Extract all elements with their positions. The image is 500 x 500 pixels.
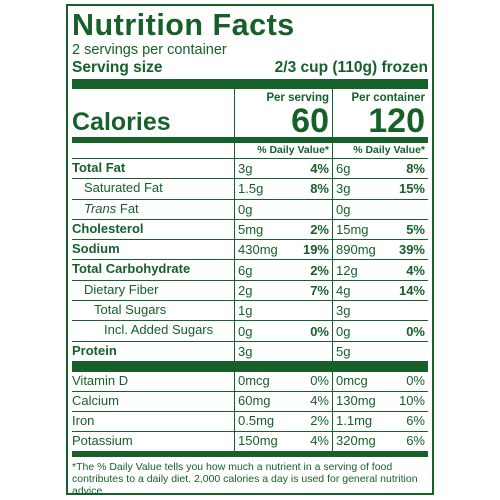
dv-header-container: % Daily Value* (332, 143, 428, 158)
serving-dv: 7% (310, 282, 329, 298)
thick-divider (72, 79, 428, 89)
daily-value-footnote: *The % Daily Value tells you how much a … (72, 450, 428, 497)
serving-dv: 2% (310, 412, 329, 428)
vitamin-name: Vitamin D (72, 372, 129, 388)
container-amount: 320mg (336, 432, 376, 448)
serving-amount: 430mg (238, 242, 278, 258)
serving-dv: 19% (302, 242, 329, 258)
nutrient-name: Total Carbohydrate (72, 261, 191, 277)
calories-per-container: 120 (332, 104, 428, 138)
container-amount: 0g (336, 323, 351, 339)
serving-amount: 0g (238, 201, 253, 217)
nutrient-name: Cholesterol (72, 220, 144, 236)
container-amount: 3g (336, 181, 351, 197)
vitamin-table: Vitamin D 0mcg 0% 0mcg 0% Calcium 60mg 4% 1… (72, 371, 428, 451)
container-amount: 5g (336, 343, 351, 359)
vitamin-name: Iron (72, 412, 95, 428)
label-title: Nutrition Facts (72, 8, 295, 42)
nutrient-table: Total Fat 3g 4% 6g 8% Saturated Fat 1.5g 8%… (72, 158, 428, 361)
container-dv: 0% (406, 323, 425, 339)
vitamin-row: Iron 0.5mg 2% 1.1mg 6% (72, 410, 428, 431)
nutrient-row: Trans Fat 0g 0g (72, 198, 428, 219)
serving-dv: 0% (310, 323, 329, 339)
container-dv: 6% (406, 432, 425, 448)
nutrient-name: Total Sugars (94, 302, 167, 318)
servings-per-container: 2 servings per container (72, 42, 227, 58)
nutrient-row: Cholesterol 5mg 2% 15mg 5% (72, 218, 428, 240)
vitamin-row: Vitamin D 0mcg 0% 0mcg 0% (72, 371, 428, 391)
nutrient-row: Total Carbohydrate 6g 2% 12g 4% (72, 259, 428, 280)
container-dv: 5% (406, 222, 425, 238)
vitamin-row: Calcium 60mg 4% 130mg 10% (72, 390, 428, 411)
per-container-header: Per container (332, 89, 428, 105)
thick-divider (72, 360, 428, 372)
serving-dv: 2% (310, 262, 329, 278)
serving-amount: 0g (238, 323, 253, 339)
container-amount: 6g (336, 161, 351, 177)
serving-size-value: 2/3 cup (110g) frozen (274, 59, 428, 76)
dv-header-serving: % Daily Value* (234, 143, 332, 158)
container-dv: 39% (398, 242, 425, 258)
serving-dv: 2% (310, 222, 329, 238)
container-amount: 0g (336, 201, 351, 217)
serving-size-label: Serving size (72, 59, 163, 76)
serving-dv: 0% (310, 372, 329, 388)
container-amount: 0mcg (336, 372, 368, 388)
nutrient-name: Trans Fat (84, 200, 139, 216)
serving-amount: 2g (238, 282, 253, 298)
serving-amount: 5mg (238, 222, 264, 238)
nutrient-name: Incl. Added Sugars (104, 322, 214, 338)
calories-label: Calories (72, 108, 171, 136)
nutrient-name: Dietary Fiber (84, 281, 159, 297)
vitamin-name: Potassium (72, 432, 133, 448)
daily-value-header-row: % Daily Value* % Daily Value* (72, 143, 428, 158)
nutrient-row: Total Sugars 1g 3g (72, 300, 428, 321)
serving-amount: 150mg (238, 432, 278, 448)
container-dv: 15% (398, 181, 425, 197)
serving-amount: 60mg (238, 392, 271, 408)
container-amount: 15mg (336, 222, 369, 238)
calories-section: Per serving Per container Calories 60 12… (72, 89, 428, 138)
container-dv: 0% (406, 372, 425, 388)
serving-dv: 4% (310, 392, 329, 408)
container-amount: 890mg (336, 242, 376, 258)
calories-per-serving: 60 (234, 104, 332, 138)
container-dv: 4% (406, 262, 425, 278)
serving-amount: 3g (238, 161, 253, 177)
per-serving-header: Per serving (234, 89, 332, 105)
serving-size-row: Serving size 2/3 cup (110g) frozen (72, 59, 428, 76)
container-amount: 12g (336, 262, 358, 278)
container-amount: 3g (336, 303, 351, 319)
container-dv: 8% (406, 161, 425, 177)
nutrient-name: Saturated Fat (84, 180, 163, 196)
nutrient-row: Protein 3g 5g (72, 340, 428, 361)
serving-amount: 1g (238, 303, 253, 319)
vitamin-row: Potassium 150mg 4% 320mg 6% (72, 430, 428, 451)
serving-amount: 6g (238, 262, 253, 278)
serving-dv: 4% (310, 432, 329, 448)
serving-dv: 4% (310, 161, 329, 177)
container-amount: 1.1mg (336, 412, 373, 428)
nutrient-row: Incl. Added Sugars 0g 0% 0g 0% (72, 320, 428, 341)
nutrient-row: Total Fat 3g 4% 6g 8% (72, 158, 428, 179)
container-dv: 14% (398, 282, 425, 298)
container-dv: 6% (406, 412, 425, 428)
nutrient-row: Saturated Fat 1.5g 8% 3g 15% (72, 178, 428, 199)
serving-amount: 3g (238, 343, 253, 359)
container-dv: 10% (398, 392, 425, 408)
serving-dv: 8% (310, 181, 329, 197)
nutrient-row: Dietary Fiber 2g 7% 4g 14% (72, 279, 428, 301)
nutrient-row: Sodium 430mg 19% 890mg 39% (72, 239, 428, 260)
nutrient-name: Sodium (72, 241, 120, 257)
medium-divider (72, 137, 428, 143)
nutrition-facts-label: Nutrition Facts 2 servings per container… (66, 4, 434, 497)
serving-amount: 0.5mg (238, 412, 275, 428)
serving-amount: 0mcg (238, 372, 270, 388)
container-amount: 4g (336, 282, 351, 298)
vitamin-name: Calcium (72, 392, 119, 408)
serving-amount: 1.5g (238, 181, 264, 197)
nutrient-name: Total Fat (72, 160, 126, 175)
nutrient-name: Protein (72, 342, 117, 358)
container-amount: 130mg (336, 392, 376, 408)
